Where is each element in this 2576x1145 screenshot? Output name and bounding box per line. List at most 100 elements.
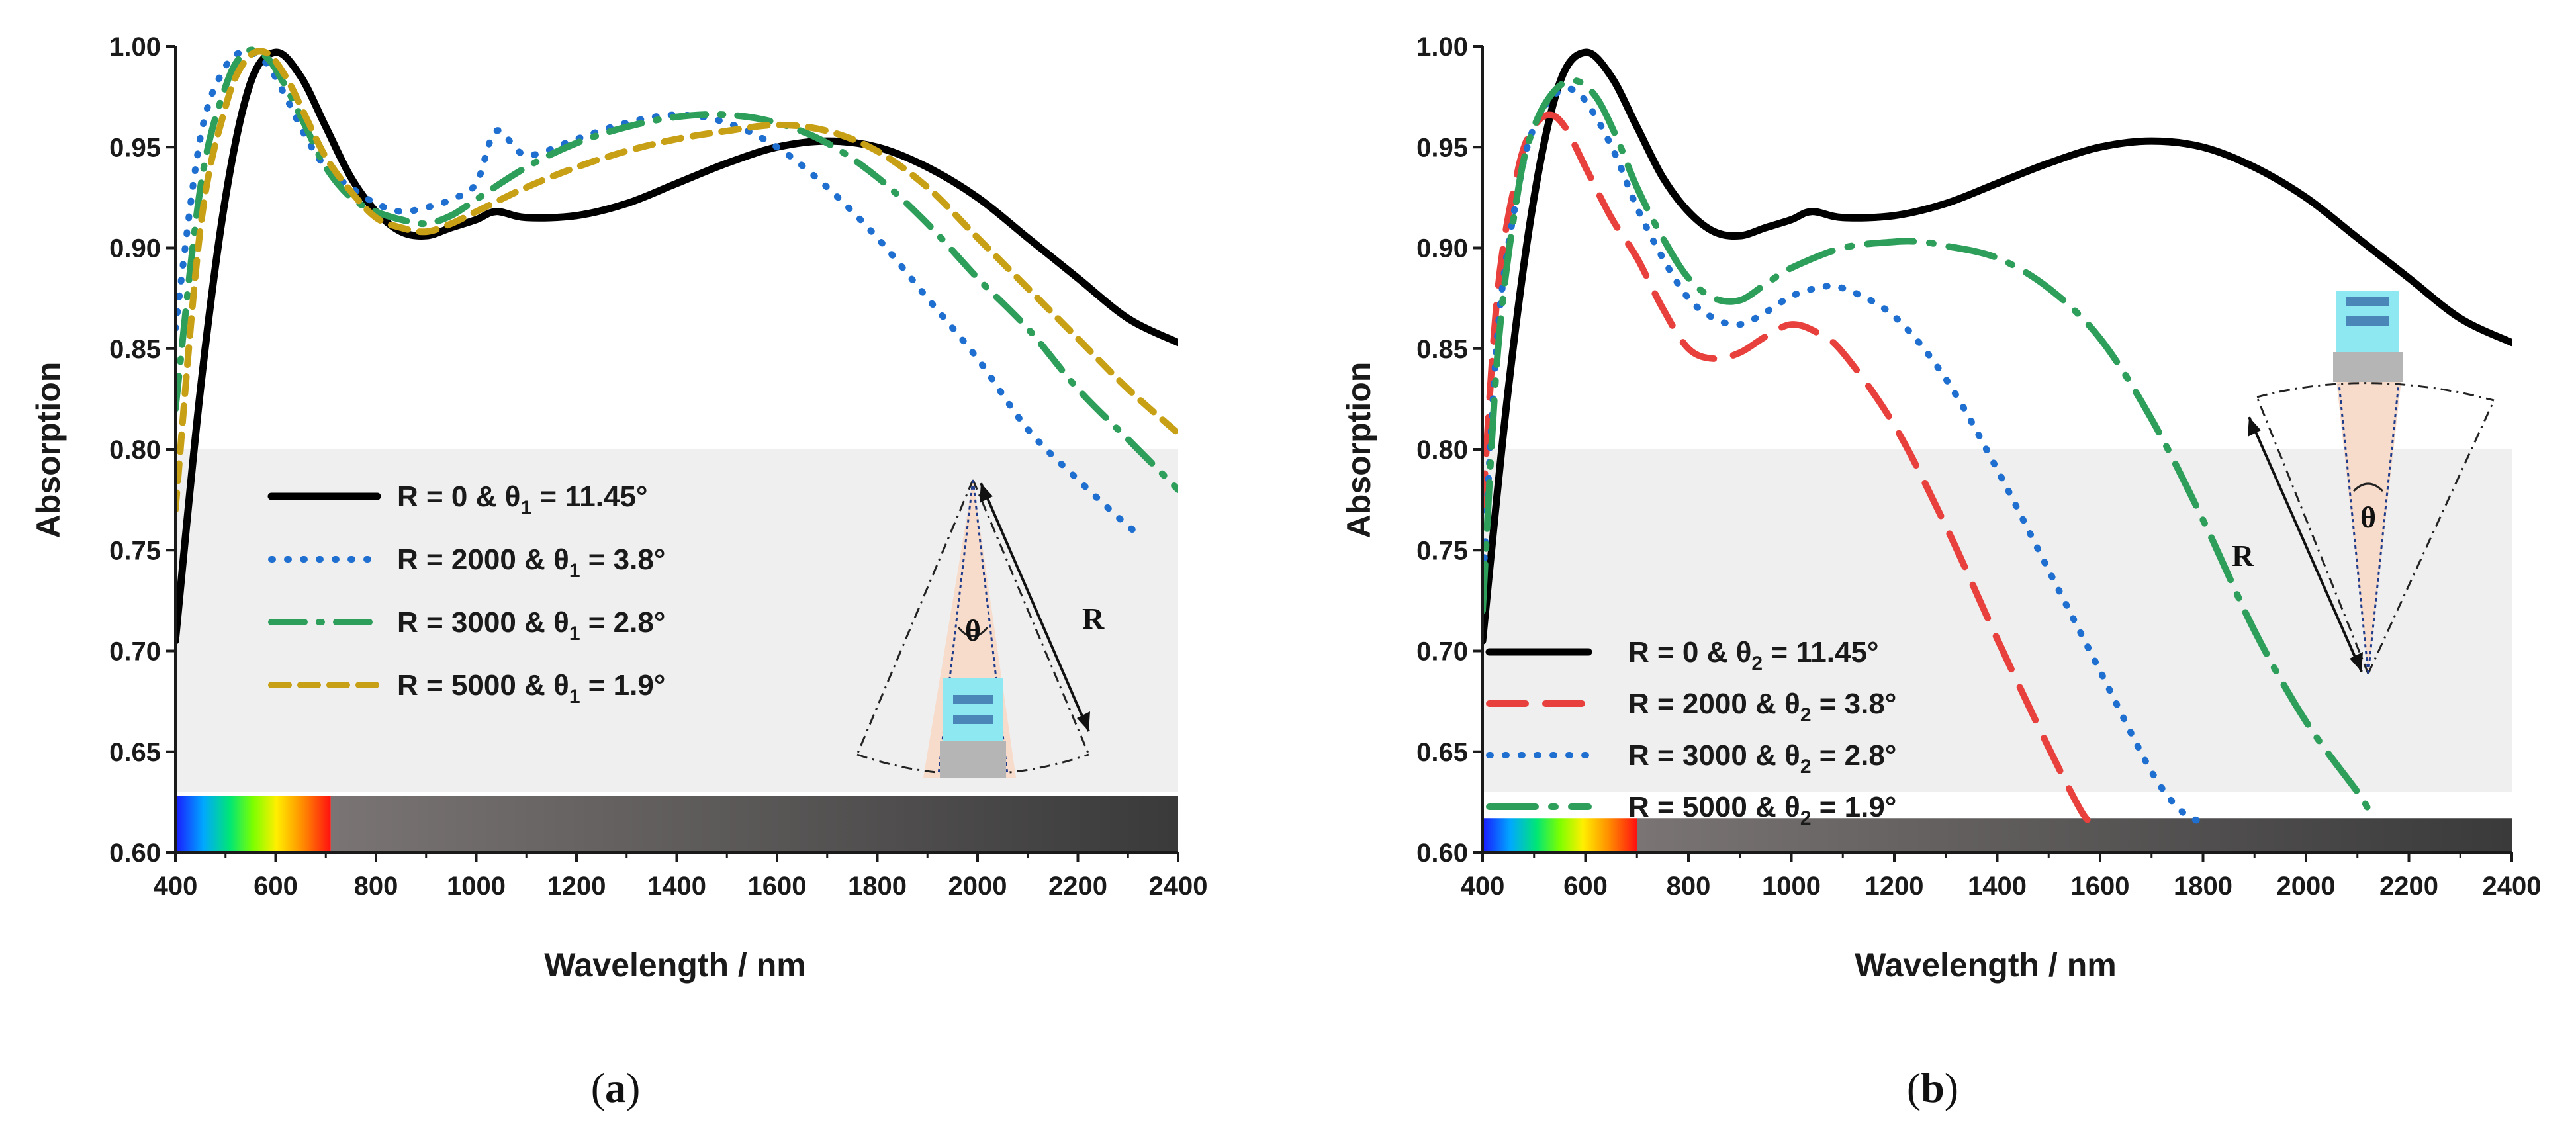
x-axis-title-b: Wavelength / nm [1855,946,2116,984]
x-tick-label: 1200 [1865,872,1924,901]
r-label: R [1082,602,1105,635]
series-line-2 [1483,111,2093,826]
legend-label-4: R = 5000 & θ1 = 1.9° [397,669,665,708]
device-substrate [2333,352,2403,382]
shaded-band [175,449,1178,792]
r-arrow-head [1077,711,1090,731]
y-tick-label: 0.80 [1416,435,1468,465]
series-line-3 [175,46,1178,493]
x-tick-label: 1800 [848,872,907,901]
r-arrow-head [980,483,993,503]
legend-label-3: R = 3000 & θ2 = 2.8° [1628,739,1896,778]
legend-panel-b: R = 0 & θ2 = 11.45° R = 2000 & θ2 = 3.8° R… [1485,636,1896,829]
spectrum-bar-visible [175,796,331,852]
ray-left [2338,383,2369,674]
legend-label-1: R = 0 & θ1 = 11.45° [397,481,648,519]
x-tick-label: 600 [253,872,298,901]
panel-label-a: (a) [591,1064,641,1111]
y-tick-label: 1.00 [1416,32,1468,62]
device-stripe [953,715,993,724]
y-axis-title-a: Absorption [30,362,67,539]
cone-edge-left [856,479,974,755]
r-label: R [2232,539,2254,572]
x-axis-title-a: Wavelength / nm [544,946,805,984]
y-tick-label: 0.95 [109,133,161,162]
series-line-1 [175,48,1178,645]
legend-label-4: R = 5000 & θ2 = 1.9° [1628,791,1896,829]
chart-panel-a: 400 600 800 1000 1200 1400 1600 1800 2000 2200 240… [30,32,1207,1111]
cone-edge-right [2367,400,2495,674]
series-line-4 [1483,77,2371,811]
y-tick-label: 0.75 [1416,536,1468,565]
device-top-layer [943,678,1003,741]
r-arrow [2248,416,2363,672]
cone-edge-right [972,479,1090,755]
x-tick-label: 400 [1461,872,1505,901]
x-tick-label: 1200 [547,872,606,901]
light-cone-fill [2336,381,2401,674]
x-tick-label: 400 [154,872,198,901]
inset-diagram-panel-b: θR [2232,291,2495,674]
y-tick-label: 0.85 [109,335,161,364]
x-tick-label: 2200 [1048,872,1107,901]
legend-label-1: R = 0 & θ2 = 11.45° [1628,636,1879,674]
y-tick-label: 0.80 [109,435,161,465]
series-line-1 [1483,48,2512,645]
r-arrow-head [2350,652,2363,672]
x-tick-label: 2200 [2379,872,2438,901]
y-tick-label: 1.00 [109,32,161,62]
series-line-2 [175,49,1146,539]
x-tick-label: 1000 [1762,872,1821,901]
device-stripe [2346,297,2389,306]
theta-label: θ [965,614,981,647]
x-tick-label: 1800 [2174,872,2232,901]
spectrum-bar-infrared [1637,818,2512,852]
legend-label-2: R = 2000 & θ2 = 3.8° [1628,688,1896,726]
spectrum-bar-infrared [330,796,1179,852]
x-tick-label: 1600 [2071,872,2130,901]
series-line-4 [175,48,1178,514]
device-stripe [2346,316,2389,326]
legend-label-2: R = 2000 & θ1 = 3.8° [397,543,665,582]
cone-edge-left [2256,396,2369,674]
y-tick-label: 0.85 [1416,335,1468,364]
x-tick-label: 800 [1667,872,1711,901]
ray-right [2367,383,2400,674]
x-tick-label: 1000 [447,872,506,901]
x-tick-label: 2000 [2277,872,2336,901]
y-tick-label: 0.65 [109,738,161,767]
r-arrow [980,482,1090,732]
angle-arc [2352,482,2384,492]
theta-label: θ [2360,500,2376,534]
x-tick-label: 1400 [1968,872,2027,901]
x-tick-label: 2400 [2483,872,2542,901]
y-axis-title-b: Absorption [1340,362,1377,539]
y-tick-label: 0.70 [1416,637,1468,666]
device-stripe [953,695,993,704]
y-tick-label: 0.75 [109,536,161,565]
series-line-3 [1483,85,2207,826]
y-tick-label: 0.90 [109,234,161,263]
y-tick-label: 0.95 [1416,133,1468,162]
x-tick-label: 1600 [748,872,807,901]
x-tick-label: 2400 [1149,872,1208,901]
device-substrate [940,741,1006,778]
y-tick-label: 0.65 [1416,738,1468,767]
spectrum-bar-visible [1483,818,1637,852]
y-tick-label: 0.60 [109,839,161,868]
y-tick-label: 0.60 [1416,839,1468,868]
x-tick-label: 1400 [647,872,706,901]
y-tick-label: 0.90 [1416,234,1468,263]
x-tick-label: 800 [354,872,398,901]
x-tick-label: 2000 [948,872,1007,901]
r-arrow-head [2248,417,2261,437]
panel-label-b: (b) [1907,1064,1958,1111]
x-tick-label: 600 [1563,872,1608,901]
legend-panel-a: R = 0 & θ1 = 11.45° R = 2000 & θ1 = 3.8° R… [267,481,665,708]
cone-arc [2256,382,2495,402]
legend-label-3: R = 3000 & θ1 = 2.8° [397,606,665,645]
chart-panel-b: 400 600 800 1000 1200 1400 1600 1800 2000 2200 240… [1340,32,2541,1111]
y-tick-label: 0.70 [109,637,161,666]
angle-arc [957,627,989,637]
